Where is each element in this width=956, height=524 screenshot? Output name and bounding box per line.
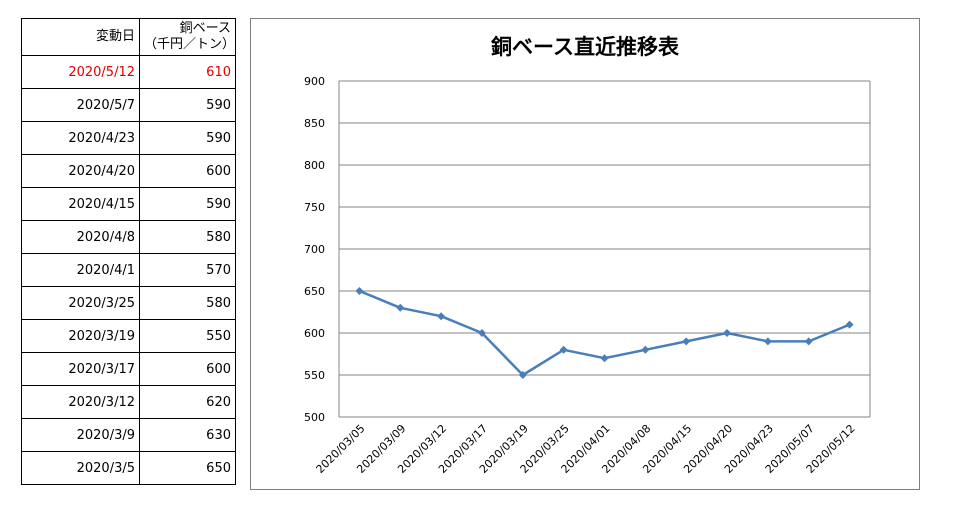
data-point (723, 329, 732, 337)
header-value-line2: （千円／トン） (144, 37, 236, 52)
row-value: 630 (139, 418, 236, 452)
row-value: 580 (139, 220, 236, 254)
row-date: 2020/3/17 (21, 352, 140, 386)
row-date: 2020/3/9 (21, 418, 140, 452)
y-tick-label: 600 (304, 327, 325, 340)
line-chart: 5005506006507007508008509002020/03/05202… (304, 75, 871, 476)
row-date: 2020/3/25 (21, 286, 140, 320)
table-row: 2020/3/19 550 (21, 319, 236, 353)
data-point (355, 287, 364, 295)
row-date: 2020/4/15 (21, 187, 140, 221)
row-value: 600 (139, 352, 236, 386)
row-date: 2020/4/1 (21, 253, 140, 287)
y-tick-label: 650 (304, 285, 325, 298)
copper-price-table: 変動日 銅ベース （千円／トン） 2020/5/12 610 2020/5/7 590… (21, 18, 236, 485)
row-value: 600 (139, 154, 236, 188)
table-header-row: 変動日 銅ベース （千円／トン） (21, 18, 236, 56)
row-date: 2020/4/8 (21, 220, 140, 254)
chart-title: 銅ベース直近推移表 (491, 35, 679, 59)
row-value: 580 (139, 286, 236, 320)
data-point (559, 345, 568, 354)
row-value: 570 (139, 253, 236, 287)
table-row: 2020/4/15 590 (21, 187, 236, 221)
row-date: 2020/4/23 (21, 121, 140, 155)
row-value: 550 (139, 319, 236, 353)
table-row: 2020/3/9 630 (21, 418, 236, 452)
table-row: 2020/3/25 580 (21, 286, 236, 320)
chart-area: 銅ベース直近推移表 500 550 600 650 700 750 800 850 900 202… (250, 18, 920, 490)
row-date: 2020/3/12 (21, 385, 140, 419)
table-row: 2020/5/7 590 (21, 88, 236, 122)
data-point (845, 320, 854, 329)
table-row: 2020/3/17 600 (21, 352, 236, 386)
data-point (600, 354, 609, 363)
row-value: 590 (139, 187, 236, 221)
header-date: 変動日 (21, 18, 140, 56)
table-row: 2020/4/20 600 (21, 154, 236, 188)
y-tick-label: 900 (304, 75, 325, 88)
row-date: 2020/4/20 (21, 154, 140, 188)
data-point (396, 303, 405, 312)
y-tick-label: 850 (304, 117, 325, 130)
table-row: 2020/4/8 580 (21, 220, 236, 254)
y-tick-label: 800 (304, 159, 325, 172)
row-date: 2020/5/12 (21, 55, 140, 89)
row-date: 2020/3/19 (21, 319, 140, 353)
row-date: 2020/5/7 (21, 88, 140, 122)
y-tick-label: 550 (304, 369, 325, 382)
data-point (682, 337, 691, 346)
row-value: 620 (139, 385, 236, 419)
data-point (477, 329, 486, 337)
y-tick-label: 750 (304, 201, 325, 214)
row-value: 610 (139, 55, 236, 89)
data-point (763, 337, 772, 346)
table-row: 2020/4/23 590 (21, 121, 236, 155)
row-value: 590 (139, 88, 236, 122)
data-point (518, 371, 527, 379)
data-point (641, 345, 650, 354)
y-tick-label: 500 (304, 411, 325, 424)
y-tick-label: 700 (304, 243, 325, 256)
row-value: 650 (139, 451, 236, 485)
table-row: 2020/3/12 620 (21, 385, 236, 419)
table-row: 2020/4/1 570 (21, 253, 236, 287)
header-value: 銅ベース （千円／トン） (139, 18, 236, 56)
table-row: 2020/3/5 650 (21, 451, 236, 485)
row-date: 2020/3/5 (21, 451, 140, 485)
table-row: 2020/5/12 610 (21, 55, 236, 89)
row-value: 590 (139, 121, 236, 155)
data-point (437, 312, 446, 321)
header-value-line1: 銅ベース (179, 21, 231, 36)
data-point (804, 337, 813, 346)
